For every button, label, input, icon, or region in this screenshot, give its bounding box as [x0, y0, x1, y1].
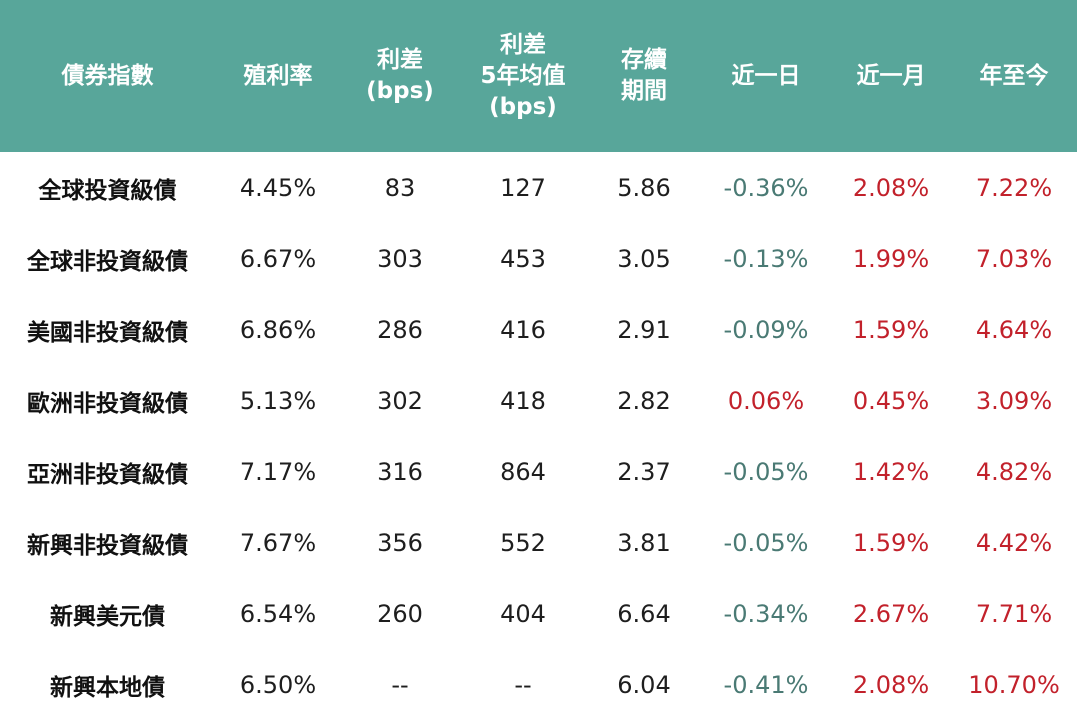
change-1m-cell: 1.59%: [852, 315, 930, 344]
spread-5yr-avg-cell: 453: [500, 244, 546, 273]
change-ytd-cell: 4.82%: [975, 457, 1053, 486]
change-1d-cell: -0.05%: [723, 528, 809, 557]
change-1m-cell: 1.59%: [852, 528, 930, 557]
table-row: 新興本地債 6.50% -- -- 6.04 -0.41% 2.08% 10.70%: [0, 649, 1077, 720]
spread-cell: 303: [377, 244, 423, 273]
duration-cell: 2.91: [617, 315, 671, 344]
bond-name-cell: 全球投資級債: [38, 177, 177, 204]
yield-cell: 7.17%: [239, 457, 317, 486]
spread-5yr-avg-cell: 416: [500, 315, 546, 344]
table-row: 全球非投資級債 6.67% 303 453 3.05 -0.13% 1.99% 7.03%: [0, 223, 1077, 294]
spread-5yr-avg-cell: 864: [500, 457, 546, 486]
yield-cell: 4.45%: [239, 173, 317, 202]
spread-cell: 83: [384, 173, 416, 202]
table-row: 歐洲非投資級債 5.13% 302 418 2.82 0.06% 0.45% 3.09%: [0, 365, 1077, 436]
spread-cell: 356: [377, 528, 423, 557]
table-row: 新興美元債 6.54% 260 404 6.64 -0.34% 2.67% 7.71%: [0, 578, 1077, 649]
header-1d: 近一日: [731, 62, 801, 89]
table-body: 全球投資級債 4.45% 83 127 5.86 -0.36% 2.08% 7.22% 全球非投…: [0, 152, 1077, 720]
change-1m-cell: 2.08%: [852, 173, 930, 202]
spread-5yr-avg-cell: 404: [500, 599, 546, 628]
change-ytd-cell: 10.70%: [968, 670, 1060, 699]
change-1d-cell: -0.36%: [723, 173, 809, 202]
spread-cell: 260: [377, 599, 423, 628]
change-1d-cell: -0.05%: [723, 457, 809, 486]
duration-cell: 6.64: [617, 599, 671, 628]
yield-cell: 7.67%: [239, 528, 317, 557]
header-spread: 利差 (bps): [366, 47, 434, 104]
change-1m-cell: 1.99%: [852, 244, 930, 273]
spread-5yr-avg-cell: --: [514, 670, 532, 699]
header-row: 債券指數 殖利率 利差 (bps) 利差 5年均值 (bps) 存續 期間 近一日 近一…: [0, 0, 1077, 152]
table-row: 全球投資級債 4.45% 83 127 5.86 -0.36% 2.08% 7.22%: [0, 152, 1077, 223]
header-yield: 殖利率: [243, 62, 313, 89]
bond-name-cell: 美國非投資級債: [27, 319, 188, 346]
change-1d-cell: -0.09%: [723, 315, 809, 344]
change-1d-cell: -0.41%: [723, 670, 809, 699]
yield-cell: 6.54%: [239, 599, 317, 628]
yield-cell: 5.13%: [239, 386, 317, 415]
spread-cell: 316: [377, 457, 423, 486]
spread-cell: 286: [377, 315, 423, 344]
header-ytd: 年至今: [979, 62, 1049, 89]
duration-cell: 5.86: [617, 173, 671, 202]
header-1m: 近一月: [856, 62, 926, 89]
spread-cell: --: [391, 670, 409, 699]
duration-cell: 6.04: [617, 670, 671, 699]
change-1d-cell: -0.34%: [723, 599, 809, 628]
header-spread-5yr-avg: 利差 5年均值 (bps): [480, 31, 566, 120]
change-1m-cell: 0.45%: [852, 386, 930, 415]
change-1d-cell: -0.13%: [723, 244, 809, 273]
table-row: 新興非投資級債 7.67% 356 552 3.81 -0.05% 1.59% 4.42%: [0, 507, 1077, 578]
table-row: 美國非投資級債 6.86% 286 416 2.91 -0.09% 1.59% 4.64%: [0, 294, 1077, 365]
spread-5yr-avg-cell: 552: [500, 528, 546, 557]
change-1m-cell: 2.08%: [852, 670, 930, 699]
duration-cell: 2.37: [617, 457, 671, 486]
bond-name-cell: 全球非投資級債: [27, 248, 188, 275]
duration-cell: 3.81: [617, 528, 671, 557]
table-row: 亞洲非投資級債 7.17% 316 864 2.37 -0.05% 1.42% 4.82%: [0, 436, 1077, 507]
spread-5yr-avg-cell: 418: [500, 386, 546, 415]
change-ytd-cell: 4.64%: [975, 315, 1053, 344]
change-1d-cell: 0.06%: [727, 386, 805, 415]
bond-name-cell: 歐洲非投資級債: [27, 390, 188, 417]
bond-name-cell: 新興非投資級債: [27, 532, 188, 559]
yield-cell: 6.50%: [239, 670, 317, 699]
change-ytd-cell: 7.03%: [975, 244, 1053, 273]
header-bond-index: 債券指數: [61, 62, 154, 89]
change-ytd-cell: 7.71%: [975, 599, 1053, 628]
header-duration: 存續 期間: [621, 47, 667, 104]
change-1m-cell: 2.67%: [852, 599, 930, 628]
duration-cell: 3.05: [617, 244, 671, 273]
change-ytd-cell: 3.09%: [975, 386, 1053, 415]
duration-cell: 2.82: [617, 386, 671, 415]
change-ytd-cell: 4.42%: [975, 528, 1053, 557]
bond-name-cell: 新興本地債: [50, 674, 165, 701]
yield-cell: 6.67%: [239, 244, 317, 273]
bond-name-cell: 亞洲非投資級債: [27, 461, 188, 488]
change-1m-cell: 1.42%: [852, 457, 930, 486]
change-ytd-cell: 7.22%: [975, 173, 1053, 202]
spread-cell: 302: [377, 386, 423, 415]
spread-5yr-avg-cell: 127: [500, 173, 546, 202]
table-header: 債券指數 殖利率 利差 (bps) 利差 5年均值 (bps) 存續 期間 近一日 近一…: [0, 0, 1077, 152]
yield-cell: 6.86%: [239, 315, 317, 344]
bond-name-cell: 新興美元債: [50, 603, 165, 630]
